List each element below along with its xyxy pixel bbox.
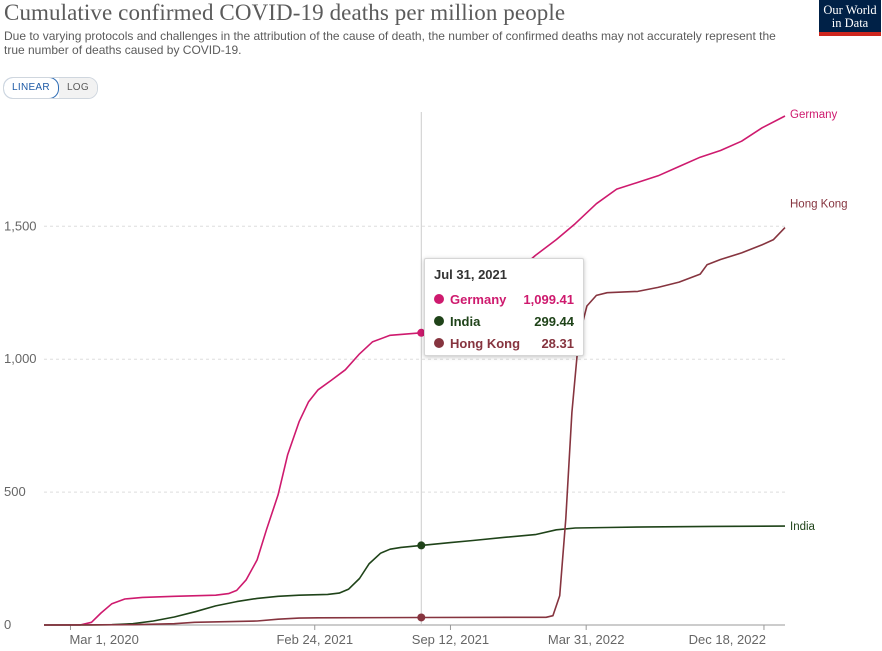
series-line-india[interactable] (44, 525, 786, 626)
series-line-hong-kong[interactable] (43, 227, 786, 626)
series-end-label: Hong Kong (790, 199, 848, 211)
tooltip-series-value: 299.44 (534, 313, 574, 329)
axis-ticks: 0 500 1,000 1,500 Mar 1, 2020 Feb 24, 2021 Sep… (4, 218, 766, 647)
tooltip-series-value: 1,099.41 (523, 291, 574, 307)
series-end-label: Germany (790, 109, 838, 121)
log-scale-button[interactable]: LOG (58, 78, 97, 98)
tooltip-row-hong-kong: Hong Kong 28.31 (434, 332, 574, 354)
india-dot-icon (434, 316, 444, 326)
chart-subtitle: Due to varying protocols and challenges … (4, 29, 776, 57)
x-tick-label: Dec 18, 2022 (689, 632, 766, 647)
y-tick-label: 1,000 (4, 351, 37, 366)
y-tick-label: 1,500 (4, 218, 37, 233)
x-tick-label: Mar 31, 2022 (548, 632, 625, 647)
scale-toggle: LINEAR LOG (3, 77, 98, 99)
hover-point (417, 613, 426, 622)
hover-point (417, 328, 426, 337)
logo-line-2: in Data (831, 16, 869, 30)
tooltip-series-name: Hong Kong (450, 335, 521, 351)
tooltip-row-india: India 299.44 (434, 310, 574, 332)
x-tick-label: Mar 1, 2020 (69, 632, 138, 647)
tooltip-row-germany: Germany 1,099.41 (434, 288, 574, 310)
hover-point (417, 541, 426, 550)
hover-markers (417, 328, 426, 622)
series-lines (43, 115, 786, 626)
owid-logo[interactable]: Our World in Data (819, 0, 881, 36)
tooltip-date: Jul 31, 2021 (434, 267, 507, 282)
hover-tooltip: Jul 31, 2021 Germany 1,099.41 India 299.… (424, 258, 584, 356)
linear-scale-button[interactable]: LINEAR (3, 78, 59, 98)
series-end-label: India (790, 521, 816, 533)
germany-dot-icon (434, 294, 444, 304)
y-tick-label: 500 (4, 484, 26, 499)
series-labels: Germany India Hong Kong (790, 109, 848, 533)
logo-line-1: Our World (823, 3, 877, 17)
tooltip-series-name: India (450, 313, 481, 329)
chart-title: Cumulative confirmed COVID-19 deaths per… (4, 0, 566, 25)
x-tick-label: Feb 24, 2021 (276, 632, 353, 647)
y-tick-label: 0 (4, 617, 11, 632)
series-line-germany[interactable] (44, 115, 786, 626)
x-tick-label: Sep 12, 2021 (412, 632, 489, 647)
grid-lines (44, 225, 785, 626)
tooltip-series-value: 28.31 (541, 335, 574, 351)
hong-kong-dot-icon (434, 338, 444, 348)
tooltip-series-name: Germany (450, 291, 507, 307)
